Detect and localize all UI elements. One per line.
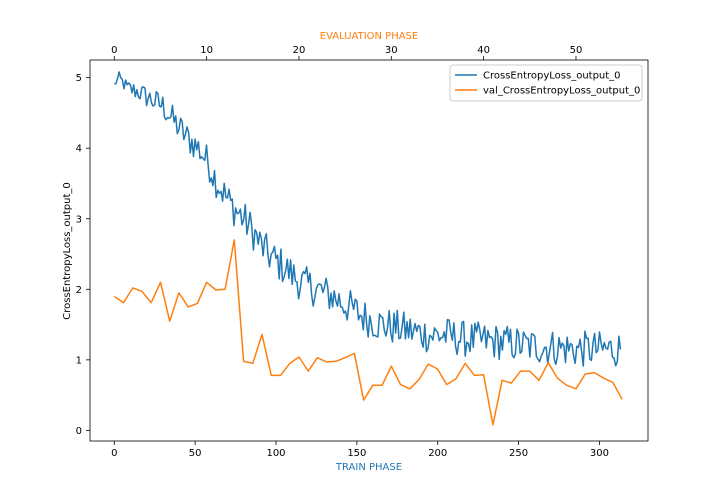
legend-box bbox=[449, 64, 643, 102]
x2-tick-label: 10 bbox=[200, 45, 213, 56]
bottom-x-axis: 0 50 100 150 200 250 300 bbox=[111, 441, 609, 459]
x-tick-label: 100 bbox=[266, 448, 285, 459]
x2-tick-label: 50 bbox=[570, 45, 583, 56]
x2-tick-label: 20 bbox=[293, 45, 306, 56]
plot-frame bbox=[89, 59, 649, 442]
x2-tick-label: 30 bbox=[385, 45, 398, 56]
y-tick-label: 5 bbox=[76, 73, 82, 84]
x-tick-label: 50 bbox=[189, 448, 202, 459]
series-lines bbox=[113, 71, 623, 426]
y-tick-label: 4 bbox=[76, 144, 82, 155]
x2-tick-label: 40 bbox=[477, 45, 490, 56]
y-axis-title: CrossEntropyLoss_output_0 bbox=[62, 182, 73, 320]
x2-tick-label: 0 bbox=[111, 45, 117, 56]
left-y-axis: 0 1 2 3 4 5 bbox=[76, 73, 90, 437]
x-tick-label: 250 bbox=[509, 448, 528, 459]
series-line-train bbox=[114, 71, 622, 367]
x-tick-label: 300 bbox=[590, 448, 609, 459]
top-x-axis: 0 10 20 30 40 50 bbox=[111, 45, 582, 60]
y-tick-label: 2 bbox=[76, 285, 82, 296]
series-line-val bbox=[113, 239, 623, 426]
y-tick-label: 3 bbox=[76, 214, 82, 225]
x-tick-label: 200 bbox=[428, 448, 447, 459]
y-tick-label: 1 bbox=[76, 355, 82, 366]
legend-label-val: val_CrossEntropyLoss_output_0 bbox=[483, 86, 640, 97]
legend-label-train: CrossEntropyLoss_output_0 bbox=[483, 71, 621, 82]
legend: CrossEntropyLoss_output_0 val_CrossEntro… bbox=[449, 64, 643, 102]
x-tick-label: 0 bbox=[111, 448, 117, 459]
bottom-x-axis-title: TRAIN PHASE bbox=[335, 462, 402, 473]
y-tick-label: 0 bbox=[76, 426, 82, 437]
top-x-axis-title: EVALUATION PHASE bbox=[320, 31, 418, 42]
x-tick-label: 150 bbox=[347, 448, 366, 459]
